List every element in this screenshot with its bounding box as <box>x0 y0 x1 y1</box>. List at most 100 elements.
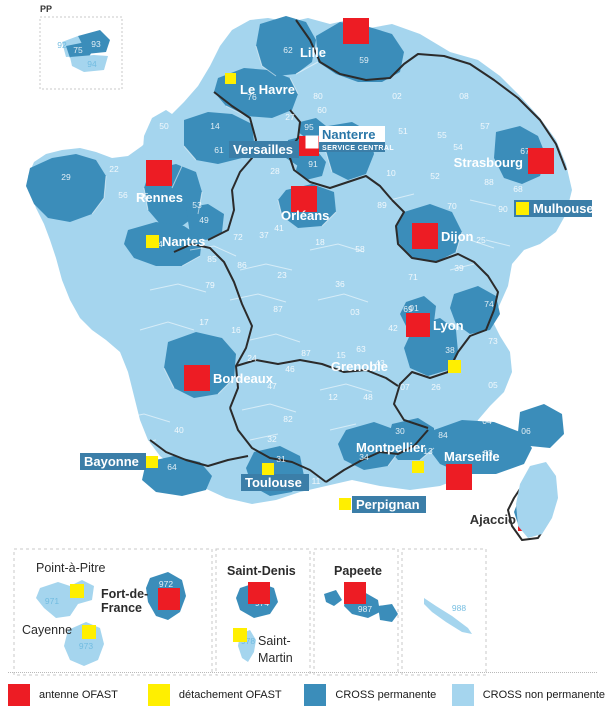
legend-swatch-cross-permanente <box>304 684 327 706</box>
svg-text:50: 50 <box>159 121 169 131</box>
marker-antenne-bordeaux[interactable] <box>184 365 210 391</box>
dept-64 <box>142 456 212 496</box>
marker-antenne-orleans[interactable] <box>291 186 317 212</box>
marker-antenne-rennes[interactable] <box>146 160 172 186</box>
city-toulouse[interactable]: Toulouse <box>241 463 309 491</box>
svg-text:06: 06 <box>521 426 531 436</box>
city-lyon[interactable]: Lyon <box>406 313 464 337</box>
svg-text:86: 86 <box>237 260 247 270</box>
legend-divider <box>8 672 597 673</box>
marker-detachement-nantes[interactable] <box>146 235 159 248</box>
city-nanterre[interactable]: Nanterre SERVICE CENTRAL <box>305 126 394 152</box>
marker-detachement-point-a-pitre[interactable] <box>70 584 84 598</box>
city-label-grenoble: Grenoble <box>331 359 388 374</box>
svg-text:13: 13 <box>423 446 433 456</box>
overseas-nouvelle-caledonie[interactable]: 988 <box>424 598 472 634</box>
svg-text:23: 23 <box>277 270 287 280</box>
overseas-city-cayenne: Cayenne <box>22 623 72 637</box>
city-marseille[interactable]: Marseille <box>444 449 500 490</box>
marker-antenne-lille[interactable] <box>343 18 369 44</box>
city-mulhouse[interactable]: Mulhouse <box>514 200 594 217</box>
svg-text:24: 24 <box>247 353 257 363</box>
svg-text:67: 67 <box>520 146 530 156</box>
svg-text:10: 10 <box>386 168 396 178</box>
marker-antenne-saint-denis[interactable] <box>248 582 270 604</box>
dept-29 <box>26 154 106 222</box>
marker-detachement-montpellier[interactable] <box>412 461 424 473</box>
overseas-reunion[interactable]: 974 Saint-Denis <box>227 564 296 618</box>
pp-dept-label-92: 92 <box>57 40 67 50</box>
svg-text:41: 41 <box>274 223 284 233</box>
marker-antenne-papeete[interactable] <box>344 582 366 604</box>
marker-detachement-saint-martin[interactable] <box>233 628 247 642</box>
city-grenoble[interactable]: Grenoble <box>331 359 461 374</box>
svg-text:07: 07 <box>400 382 410 392</box>
svg-text:61: 61 <box>214 145 224 155</box>
city-montpellier[interactable]: Montpellier <box>356 440 425 473</box>
svg-text:62: 62 <box>283 45 293 55</box>
marker-detachement-le-havre[interactable] <box>225 73 236 84</box>
city-rennes[interactable]: Rennes <box>136 160 183 205</box>
svg-text:46: 46 <box>285 364 295 374</box>
svg-text:70: 70 <box>447 201 457 211</box>
marker-antenne-strasbourg[interactable] <box>528 148 554 174</box>
svg-text:51: 51 <box>398 126 408 136</box>
dept-06 <box>518 404 564 448</box>
pp-inset-frame <box>39 16 123 90</box>
overseas-guyane[interactable]: 973 Cayenne <box>22 622 104 666</box>
dept-34 <box>338 422 400 470</box>
svg-text:04: 04 <box>482 416 492 426</box>
city-perpignan[interactable]: Perpignan <box>339 496 426 513</box>
svg-text:63: 63 <box>356 344 366 354</box>
city-label-box-mulhouse <box>514 200 592 217</box>
svg-text:84: 84 <box>438 430 448 440</box>
overseas-guadeloupe[interactable]: 971 Point-à-Pitre <box>36 561 106 618</box>
city-sublabel-box-nanterre <box>319 142 385 152</box>
overseas-code-987: 987 <box>358 604 372 614</box>
city-nantes[interactable]: Nantes <box>146 234 205 249</box>
dept-62 <box>256 16 316 76</box>
city-label-box-perpignan <box>352 496 426 513</box>
svg-text:52: 52 <box>430 171 440 181</box>
city-label-lyon: Lyon <box>433 318 464 333</box>
marker-detachement-toulouse[interactable] <box>262 463 274 475</box>
svg-text:73: 73 <box>488 336 498 346</box>
marker-detachement-perpignan[interactable] <box>339 498 351 510</box>
dept-49 <box>186 204 224 240</box>
svg-text:25: 25 <box>476 235 486 245</box>
city-orleans[interactable]: Orléans <box>281 186 329 223</box>
marker-detachement-cayenne[interactable] <box>82 625 96 639</box>
overseas-martinique[interactable]: 972 Fort-de- France <box>101 572 186 620</box>
svg-text:18: 18 <box>315 237 325 247</box>
marker-antenne-lyon[interactable] <box>406 313 430 337</box>
city-lille[interactable]: Lille <box>300 18 369 60</box>
marker-antenne-marseille[interactable] <box>446 464 472 490</box>
city-bordeaux[interactable]: Bordeaux <box>184 365 274 391</box>
marker-detachement-grenoble[interactable] <box>448 360 461 373</box>
city-sublabel-nanterre: SERVICE CENTRAL <box>322 145 394 152</box>
pp-inset: PP 92 93 75 94 <box>39 4 123 90</box>
marker-detachement-bayonne[interactable] <box>146 456 158 468</box>
overseas-polynesie[interactable]: 987 Papeete <box>324 564 398 622</box>
svg-text:29: 29 <box>61 172 71 182</box>
marker-service-central-nanterre[interactable] <box>305 135 319 149</box>
svg-text:49: 49 <box>199 215 209 225</box>
overseas-saint-martin[interactable]: 978 Saint- Martin <box>233 628 293 665</box>
city-label-le-havre: Le Havre <box>240 82 295 97</box>
city-label-ajaccio: Ajaccio <box>470 512 516 527</box>
overseas-city-papeete: Papeete <box>334 564 382 578</box>
marker-antenne-dijon[interactable] <box>412 223 438 249</box>
svg-text:68: 68 <box>513 184 523 194</box>
marker-antenne-fort-de-france[interactable] <box>158 588 180 610</box>
overseas-code-972: 972 <box>159 579 173 589</box>
city-le-havre[interactable]: Le Havre <box>225 73 295 97</box>
svg-text:36: 36 <box>335 279 345 289</box>
city-bayonne[interactable]: Bayonne <box>80 453 158 470</box>
svg-text:69: 69 <box>403 304 413 314</box>
city-dijon[interactable]: Dijon <box>412 223 474 249</box>
city-strasbourg[interactable]: Strasbourg <box>454 148 554 174</box>
svg-text:11: 11 <box>312 476 321 486</box>
marker-detachement-mulhouse[interactable] <box>516 202 529 215</box>
svg-text:87: 87 <box>273 304 283 314</box>
svg-text:82: 82 <box>283 414 293 424</box>
